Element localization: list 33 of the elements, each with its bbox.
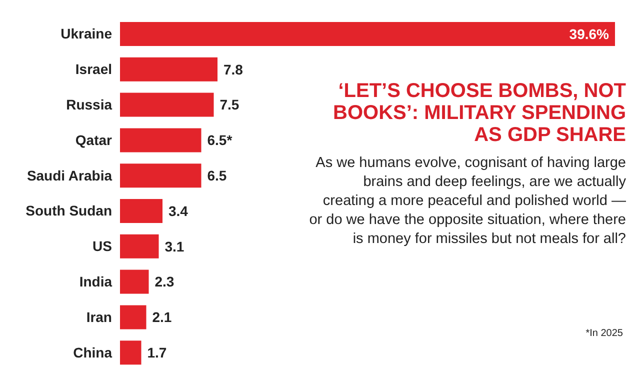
y-tick-label: Russia xyxy=(66,96,112,112)
annotation: *In 2025 xyxy=(586,328,623,339)
y-tick-label: Iran xyxy=(86,308,112,325)
y-tick-label: Ukraine xyxy=(60,26,112,42)
data-label: 7.8 xyxy=(224,61,244,78)
text: ‘LET’S CHOOSE BOMBS, NOT BOOKS’: MILITARY SPENDING AS GDP SHARE xyxy=(332,80,626,146)
y-tick-label: South Sudan xyxy=(26,202,112,219)
data-label: 2.3 xyxy=(154,274,174,290)
data-label: 3.1 xyxy=(164,238,184,254)
text: As we humans evolve, cognisant of having large brains and deep feelings, are we actually creating a more peaceful and polished world — or do we have the opposite situation, where there is money for missiles but not meals for all? xyxy=(308,154,626,249)
data-label: 7.5 xyxy=(220,96,240,113)
y-tick-label: US xyxy=(92,238,112,254)
bar xyxy=(120,270,149,294)
data-label: 3.4 xyxy=(168,202,188,219)
y-tick-label: Qatar xyxy=(75,132,113,148)
bar xyxy=(120,128,202,152)
bar xyxy=(120,164,202,188)
bar xyxy=(120,340,142,365)
y-tick-label: China xyxy=(73,344,112,360)
bar xyxy=(120,199,162,223)
bar xyxy=(120,92,214,117)
y-tick-label: India xyxy=(79,273,112,290)
bar xyxy=(120,234,159,258)
data-label: 2.1 xyxy=(152,309,172,326)
y-tick-label: Saudi Arabia xyxy=(26,167,112,184)
bar xyxy=(120,305,146,330)
y-tick-label: Israel xyxy=(75,61,112,78)
data-label: 39.6% xyxy=(569,26,610,42)
bar xyxy=(120,57,218,82)
bar xyxy=(120,22,615,46)
data-label: 6.5 xyxy=(207,168,227,184)
data-label: 1.7 xyxy=(147,344,167,360)
data-label: 6.5* xyxy=(207,132,233,148)
